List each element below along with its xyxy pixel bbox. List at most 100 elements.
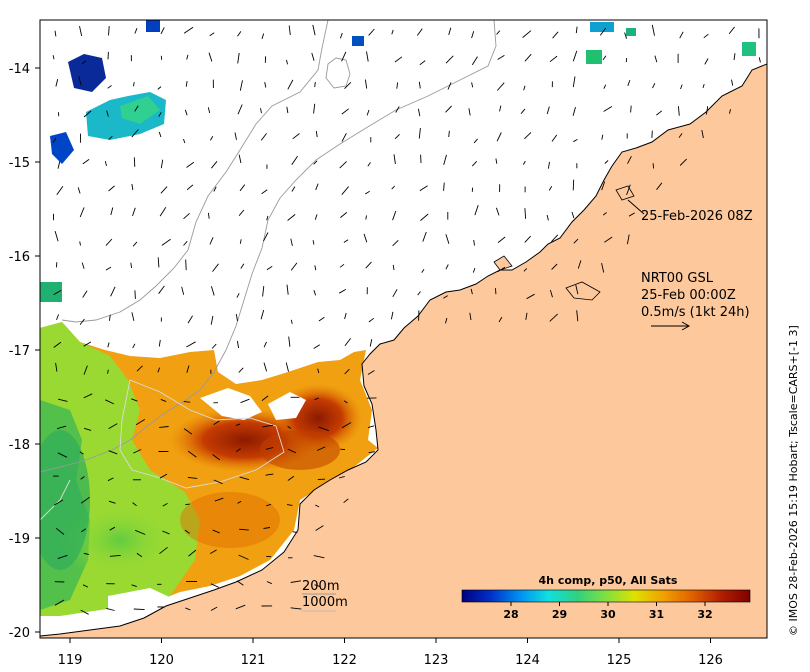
- current-vector: [341, 108, 349, 115]
- current-vector: [628, 212, 635, 217]
- current-vector: [291, 186, 296, 192]
- current-vector: [211, 161, 218, 169]
- current-vector: [551, 263, 558, 270]
- current-vector: [525, 312, 528, 320]
- current-vector: [185, 607, 191, 611]
- current-vector: [106, 607, 115, 611]
- current-vector: [79, 241, 81, 246]
- current-vector: [473, 239, 475, 246]
- current-vector: [552, 31, 559, 39]
- current-vector: [131, 183, 134, 190]
- current-vector: [263, 232, 269, 242]
- current-vector: [208, 52, 213, 62]
- current-vector: [237, 500, 242, 504]
- current-vector: [132, 82, 135, 87]
- current-vector: [261, 395, 269, 401]
- current-vector: [237, 52, 240, 64]
- current-vector: [211, 343, 217, 349]
- current-vector: [417, 108, 421, 117]
- current-vector: [290, 238, 293, 246]
- current-vector: [239, 184, 246, 192]
- current-vector: [448, 27, 452, 36]
- current-vector: [758, 57, 761, 63]
- current-vector: [80, 496, 90, 504]
- current-vector: [599, 27, 607, 36]
- current-vector: [473, 138, 478, 144]
- current-vector: [80, 609, 89, 615]
- current-vector: [338, 475, 345, 479]
- current-vector: [339, 263, 345, 268]
- x-tick-label: 121: [241, 653, 266, 668]
- product-date-label: 25-Feb 00:00Z: [641, 288, 736, 303]
- current-vector: [495, 207, 500, 216]
- current-vector: [260, 108, 262, 114]
- current-vector: [471, 160, 478, 167]
- current-vector: [83, 393, 93, 399]
- current-vector: [133, 608, 145, 611]
- current-vector: [656, 110, 663, 116]
- current-vector: [81, 262, 85, 269]
- current-vector: [471, 56, 478, 66]
- current-vector: [313, 103, 316, 114]
- current-vector: [603, 84, 607, 89]
- current-vector: [55, 362, 58, 372]
- current-vector: [341, 422, 352, 429]
- current-vector: [108, 135, 113, 140]
- current-vector: [364, 190, 370, 195]
- current-vector: [161, 238, 171, 246]
- current-vector: [158, 285, 165, 294]
- current-vector: [210, 583, 220, 588]
- x-tick-label: 124: [515, 653, 540, 668]
- current-vector: [158, 131, 162, 138]
- current-vector: [496, 30, 501, 35]
- current-vector: [57, 452, 68, 458]
- current-vector: [679, 31, 684, 39]
- current-vector: [136, 365, 143, 372]
- current-vector: [181, 286, 185, 295]
- current-vector: [188, 549, 197, 557]
- current-vector: [235, 448, 241, 453]
- current-vector: [288, 336, 291, 347]
- current-vector: [315, 130, 318, 138]
- current-vector: [184, 109, 188, 116]
- current-vector: [313, 344, 321, 349]
- current-vector: [368, 451, 376, 454]
- current-vector: [133, 449, 142, 454]
- current-vector: [366, 51, 369, 62]
- current-vector: [160, 186, 168, 194]
- current-vector: [238, 554, 249, 560]
- current-vector: [524, 132, 532, 140]
- x-tick-label: 122: [332, 653, 357, 668]
- current-vector: [390, 311, 394, 320]
- current-vector: [238, 367, 244, 373]
- isobath-200m-label: 200m: [302, 579, 339, 594]
- current-vector: [395, 106, 400, 113]
- x-tick-label: 126: [698, 653, 723, 668]
- current-vector: [183, 241, 188, 246]
- current-vector: [132, 343, 136, 349]
- current-vector: [286, 284, 289, 295]
- colorbar: 4h comp, p50, All Sats 28 29 30 31 32: [461, 574, 751, 621]
- current-vector: [108, 314, 111, 321]
- current-vector: [314, 81, 316, 88]
- current-vector: [524, 235, 532, 243]
- current-vector: [187, 450, 197, 458]
- current-vector: [656, 182, 663, 190]
- current-vector: [572, 106, 576, 116]
- current-vector: [447, 82, 452, 90]
- current-vector: [526, 293, 535, 300]
- current-vector: [54, 599, 65, 606]
- colorbar-tick-label: 29: [552, 608, 567, 621]
- current-vector: [135, 529, 146, 535]
- current-vector: [498, 316, 503, 323]
- current-vector: [313, 160, 318, 165]
- current-vector: [266, 266, 273, 271]
- current-vector: [396, 82, 399, 89]
- y-tick-label: -20: [9, 626, 30, 641]
- current-vector: [571, 211, 575, 219]
- current-vector: [652, 163, 655, 169]
- current-vectors: [52, 24, 761, 615]
- current-vector: [625, 57, 628, 63]
- current-vector: [159, 426, 169, 428]
